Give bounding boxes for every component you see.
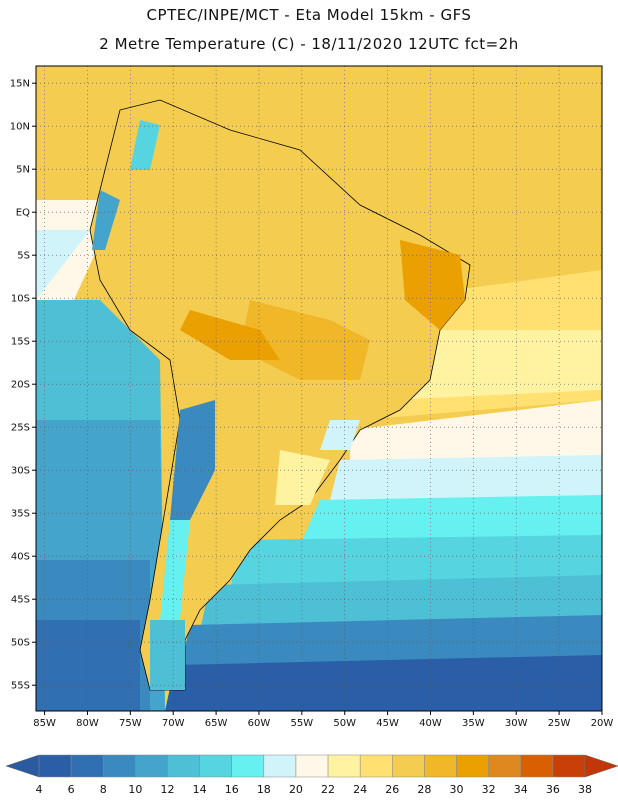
colorbar-swatch <box>231 754 265 778</box>
colorbar-swatch <box>135 754 168 778</box>
lat-tick-label: 25S <box>11 423 30 434</box>
map-field <box>36 66 602 711</box>
colorbar-label: 36 <box>546 783 560 796</box>
lat-tick-label: 50S <box>11 638 30 649</box>
colorbar-label: 34 <box>514 783 528 796</box>
colorbar-swatch <box>167 754 200 778</box>
lon-tick-label: 30W <box>505 718 528 729</box>
colorbar-swatch <box>199 754 232 778</box>
lon-tick-label: 70W <box>162 718 185 729</box>
colorbar-label: 26 <box>385 783 399 796</box>
colorbar-label: 6 <box>68 783 75 796</box>
colorbar-label: 10 <box>128 783 142 796</box>
lat-tick-label: 40S <box>11 552 30 563</box>
colorbar-swatch <box>70 754 104 778</box>
lat-tick-label: 45S <box>11 595 30 606</box>
lat-tick-label: 20S <box>11 380 30 391</box>
lat-tick-label: 30S <box>11 466 30 477</box>
colorbar-swatch <box>488 754 522 778</box>
chart-title: CPTEC/INPE/MCT - Eta Model 15km - GFS <box>146 6 472 24</box>
colorbar-label: 28 <box>417 783 431 796</box>
colorbar-swatch <box>263 754 297 778</box>
colorbar-label: 38 <box>578 783 592 796</box>
lon-tick-label: 65W <box>205 718 228 729</box>
colorbar-swatch <box>327 754 361 778</box>
lat-tick-label: 5S <box>17 251 30 262</box>
colorbar-label: 18 <box>257 783 271 796</box>
lon-tick-label: 50W <box>333 718 356 729</box>
lat-tick-label: 55S <box>11 681 30 692</box>
colorbar-label: 20 <box>289 783 303 796</box>
colorbar-swatch <box>359 754 393 778</box>
lat-tick-label: 15S <box>11 337 30 348</box>
lon-tick-label: 25W <box>548 718 571 729</box>
colorbar-label: 32 <box>482 783 496 796</box>
lon-tick-label: 80W <box>76 718 99 729</box>
colorbar: 4 6 8 10 12 14 16 18 20 22 24 26 28 30 32 34 36 38 <box>5 754 618 796</box>
colorbar-label: 16 <box>225 783 239 796</box>
colorbar-label: 4 <box>36 783 43 796</box>
colorbar-swatch <box>295 754 329 778</box>
colorbar-label: 8 <box>100 783 107 796</box>
colorbar-swatch <box>424 754 457 778</box>
colorbar-swatch <box>456 754 489 778</box>
lon-tick-label: 35W <box>462 718 485 729</box>
lon-tick-label: 85W <box>33 718 56 729</box>
colorbar-swatch <box>38 754 72 778</box>
colorbar-label: 24 <box>353 783 367 796</box>
lat-tick-label: 10N <box>10 122 30 133</box>
map-frame <box>35 65 603 712</box>
lat-tick-label: 10S <box>11 294 30 305</box>
colorbar-label: 14 <box>193 783 207 796</box>
lat-tick-label: 15N <box>10 79 30 90</box>
colorbar-swatch <box>520 754 554 778</box>
lon-tick-label: 75W <box>119 718 142 729</box>
lat-tick-label: 5N <box>16 165 30 176</box>
colorbar-label: 12 <box>160 783 174 796</box>
lon-tick-label: 60W <box>248 718 271 729</box>
colorbar-swatch <box>102 754 136 778</box>
colorbar-swatch <box>552 754 586 778</box>
chart-subtitle: 2 Metre Temperature (C) - 18/11/2020 12U… <box>99 35 519 53</box>
colorbar-label: 30 <box>450 783 464 796</box>
latitude-axis: 15N 10N 5N EQ 5S 10S 15S 20S 25S 30S 35S 40S 45S 50S 5… <box>10 79 36 692</box>
lon-tick-label: 45W <box>376 718 399 729</box>
colorbar-swatch <box>392 754 425 778</box>
lon-tick-label: 20W <box>591 718 614 729</box>
colorbar-below-arrow <box>5 754 40 778</box>
lat-tick-label: 35S <box>11 509 30 520</box>
colorbar-above-arrow <box>584 754 618 778</box>
lon-tick-label: 55W <box>291 718 314 729</box>
colorbar-label: 22 <box>321 783 335 796</box>
longitude-axis: 85W 80W 75W 70W 65W 60W 55W 50W 45W 40W 35W 30W 25W 2… <box>33 711 613 729</box>
lat-tick-label: EQ <box>16 208 30 219</box>
lon-tick-label: 40W <box>419 718 442 729</box>
